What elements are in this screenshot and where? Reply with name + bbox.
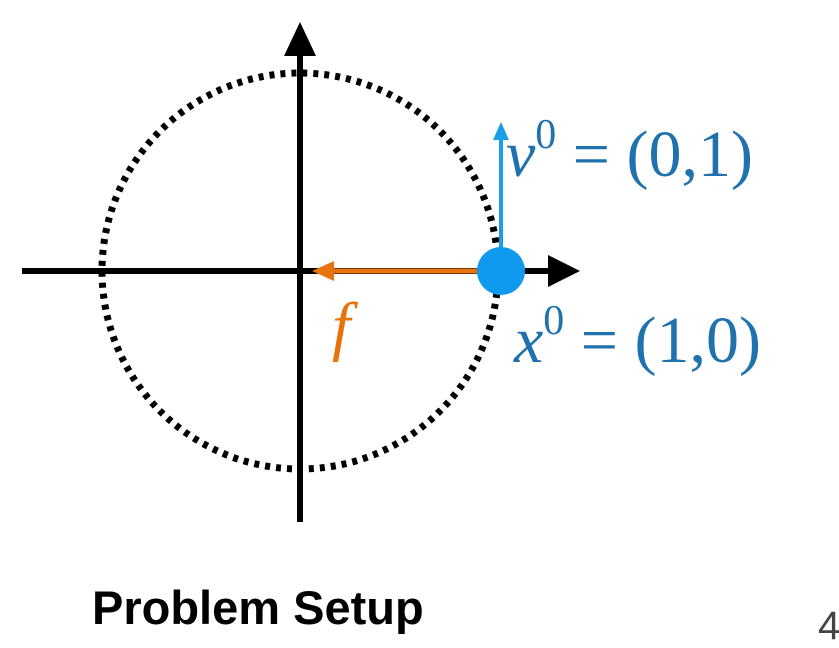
position-symbol: x — [513, 304, 543, 377]
velocity-arrowhead — [493, 122, 509, 140]
x-axis-arrowhead — [548, 255, 580, 287]
velocity-superscript: 0 — [535, 112, 556, 158]
velocity-value: = (0,1) — [556, 118, 753, 191]
velocity-label: v0 = (0,1) — [506, 112, 753, 191]
particle-point — [477, 247, 525, 295]
position-value: = (1,0) — [564, 304, 761, 377]
diagram-caption: Problem Setup — [92, 581, 424, 634]
page-number: 4 — [818, 604, 839, 648]
force-label: f — [332, 290, 358, 363]
y-axis-arrowhead — [284, 22, 316, 56]
position-label: x0 = (1,0) — [513, 298, 761, 377]
position-superscript: 0 — [543, 298, 564, 344]
force-arrowhead — [312, 261, 334, 281]
velocity-symbol: v — [506, 118, 536, 191]
